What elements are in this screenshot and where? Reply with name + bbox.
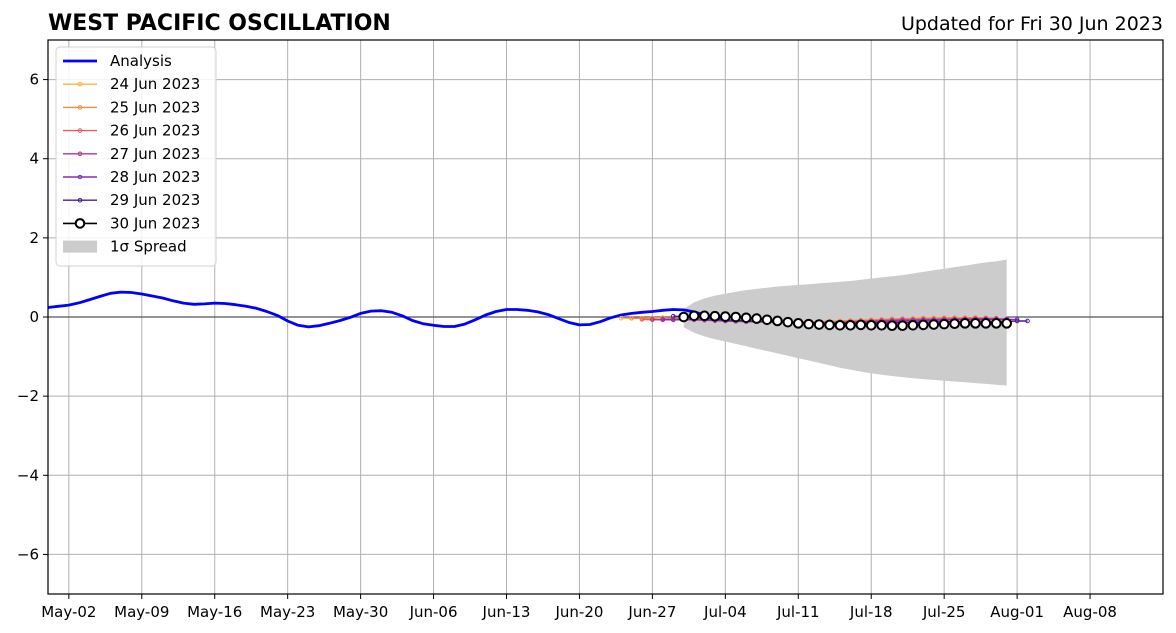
legend-marker — [77, 81, 83, 87]
legend-entry: 25 Jun 2023 — [63, 98, 200, 116]
current-forecast-point — [772, 315, 783, 327]
series-current-forecast — [678, 310, 1012, 332]
current-forecast-point — [1001, 318, 1012, 329]
current-forecast-point — [709, 310, 721, 322]
current-forecast-point — [980, 318, 992, 329]
current-forecast-point — [678, 311, 689, 323]
x-tick-label: Aug-01 — [990, 603, 1044, 621]
x-tick-label: Jun-20 — [554, 603, 603, 621]
legend-entry: 27 Jun 2023 — [63, 145, 200, 163]
legend-marker — [77, 174, 83, 180]
forecast-point — [670, 313, 676, 319]
x-tick-label: May-02 — [41, 603, 96, 621]
current-forecast-point — [938, 318, 950, 330]
current-forecast-point — [782, 316, 794, 328]
legend-entry: 26 Jun 2023 — [63, 122, 200, 140]
current-forecast-point — [761, 314, 773, 326]
forecast-point — [650, 317, 655, 322]
legend-label: 29 Jun 2023 — [110, 191, 200, 209]
x-tick-label: Jul-25 — [922, 603, 966, 621]
legend-marker — [74, 218, 86, 229]
current-forecast-point — [720, 311, 731, 322]
x-tick-label: May-30 — [333, 603, 388, 621]
forecast-point — [1014, 318, 1020, 324]
current-forecast-point — [824, 319, 835, 331]
y-tick-label: −4 — [17, 466, 39, 484]
current-forecast-point — [688, 310, 700, 322]
legend-label: 1σ Spread — [110, 238, 187, 256]
current-forecast-point — [813, 319, 825, 330]
current-forecast-point — [959, 318, 971, 329]
legend-marker — [77, 197, 83, 203]
legend-label: 30 Jun 2023 — [110, 214, 200, 232]
legend-label: 28 Jun 2023 — [110, 168, 200, 186]
legend-label: 25 Jun 2023 — [110, 98, 200, 116]
legend-entry: 29 Jun 2023 — [63, 191, 200, 209]
legend-swatch — [63, 240, 97, 253]
current-forecast-point — [803, 318, 815, 330]
legend-entry: 30 Jun 2023 — [63, 214, 200, 232]
series-analysis-line — [47, 290, 726, 329]
x-tick-label: May-23 — [260, 603, 315, 621]
current-forecast-point — [751, 313, 762, 324]
y-tick-label: 2 — [29, 229, 39, 247]
forecast-point — [660, 317, 666, 322]
x-tick-label: Jun-27 — [627, 603, 676, 621]
series-group — [47, 290, 1030, 332]
x-tick-label: Jul-04 — [703, 603, 747, 621]
chart-subtitle: Updated for Fri 30 Jun 2023 — [901, 13, 1163, 35]
forecast-point — [629, 315, 634, 321]
current-forecast-point — [907, 320, 919, 331]
current-forecast-point — [699, 310, 710, 322]
forecast-point — [1025, 318, 1030, 324]
x-tick-label: Jul-18 — [849, 603, 893, 621]
current-forecast-point — [730, 311, 742, 323]
legend-entry: 1σ Spread — [63, 238, 187, 256]
legend-entry: Analysis — [63, 52, 172, 70]
y-tick-label: 6 — [29, 71, 39, 89]
y-tick-label: 0 — [29, 308, 39, 326]
legend-entry: 28 Jun 2023 — [63, 168, 200, 186]
current-forecast-point — [990, 318, 1002, 329]
current-forecast-point — [918, 319, 929, 331]
current-forecast-point — [855, 319, 867, 331]
axes: May-02 May-09 May-16 May-23 May-30 Jun-06 Jun-… — [17, 39, 1164, 621]
current-forecast-point — [970, 318, 981, 329]
current-forecast-point — [792, 318, 804, 329]
legend-label: 27 Jun 2023 — [110, 145, 200, 163]
current-forecast-point — [845, 320, 856, 331]
current-forecast-point — [949, 318, 960, 330]
forecast-point — [639, 317, 645, 322]
legend-label: 24 Jun 2023 — [110, 75, 200, 93]
legend: Analysis 24 Jun 2023 25 Jun 2023 26 Jun 202… — [55, 46, 217, 267]
legend-marker — [77, 151, 83, 157]
legend-entry: 24 Jun 2023 — [63, 75, 200, 93]
x-tick-label: Aug-08 — [1063, 603, 1117, 621]
current-forecast-point — [865, 320, 877, 331]
current-forecast-point — [740, 312, 752, 324]
current-forecast-point — [886, 320, 898, 332]
legend-label: Analysis — [110, 52, 172, 70]
x-tick-label: Jun-06 — [409, 603, 458, 621]
y-tick-label: −2 — [17, 387, 39, 405]
y-tick-label: −6 — [17, 545, 39, 563]
chart-title: WEST PACIFIC OSCILLATION — [48, 11, 391, 36]
y-tick-label: 4 — [29, 150, 39, 168]
x-tick-label: May-09 — [114, 603, 169, 621]
x-tick-label: Jul-11 — [776, 603, 820, 621]
current-forecast-point — [876, 320, 887, 331]
legend-marker — [77, 128, 83, 133]
x-tick-label: May-16 — [187, 603, 242, 621]
legend-box — [55, 46, 217, 267]
current-forecast-point — [834, 320, 846, 331]
current-forecast-point — [928, 319, 940, 330]
forecast-point — [618, 315, 624, 321]
current-forecast-point — [897, 320, 908, 332]
legend-marker — [77, 105, 83, 110]
x-tick-label: Jun-13 — [482, 603, 531, 621]
legend-label: 26 Jun 2023 — [110, 122, 200, 140]
